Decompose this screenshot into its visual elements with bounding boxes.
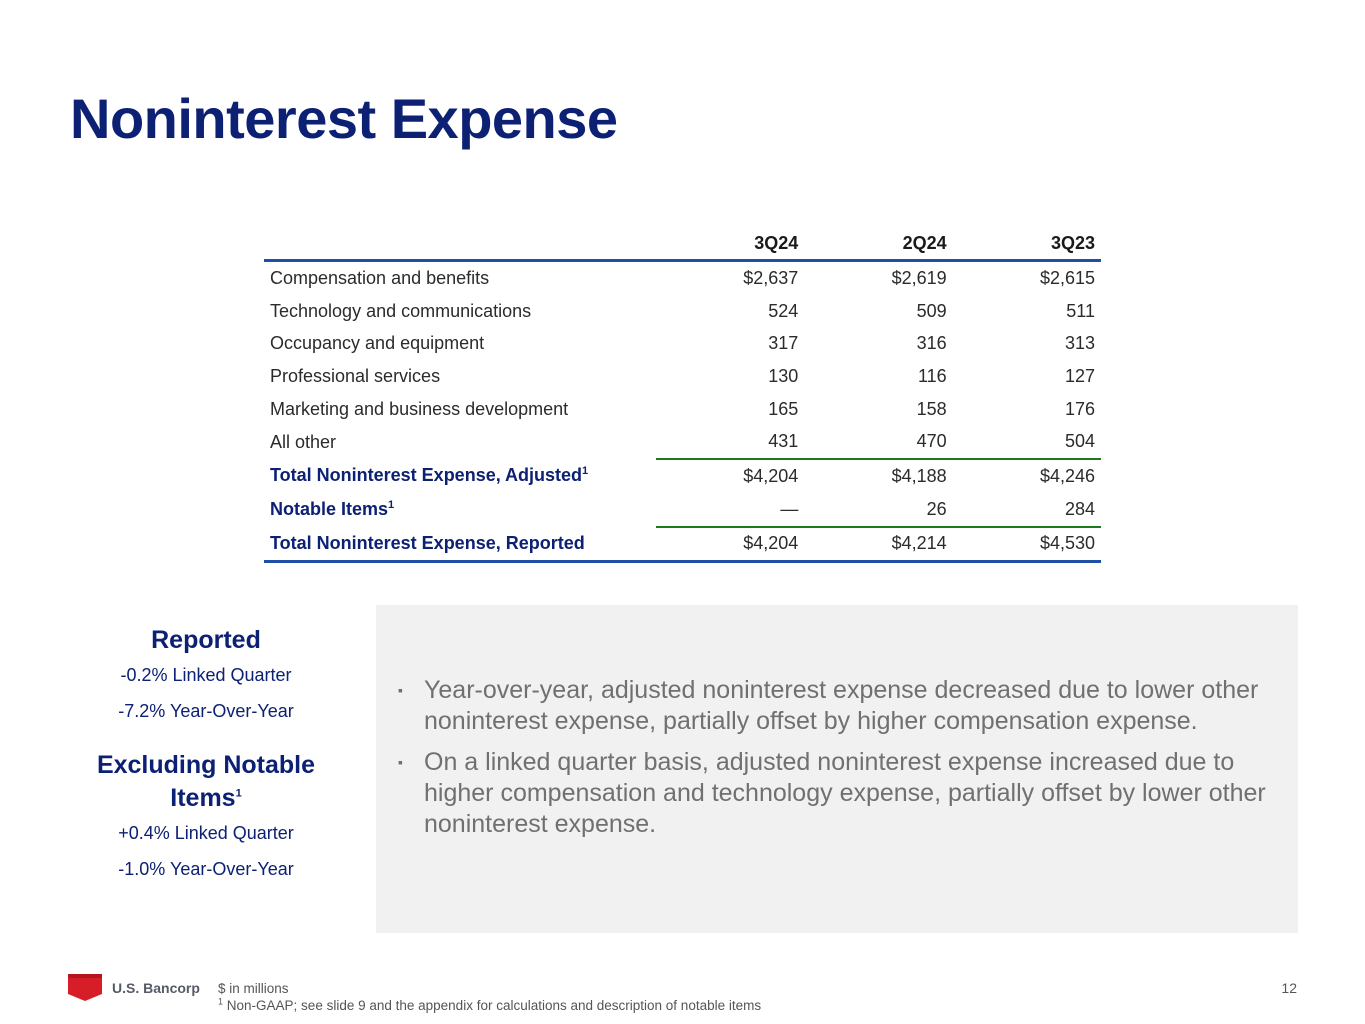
cell-value: 26: [926, 498, 947, 519]
row-label: Compensation and benefits: [270, 267, 490, 288]
cell-value: 130: [768, 365, 799, 386]
cell-value: 316: [916, 333, 947, 354]
company-logo: U.S. Bancorp: [68, 972, 208, 1004]
excluding-year-over-year: -1.0% Year-Over-Year: [118, 859, 294, 879]
cell-value: $4,246: [952, 458, 1101, 493]
cell-value: 284: [1064, 498, 1095, 519]
column-header: 2Q24: [804, 228, 953, 262]
cell-value: $4,204: [656, 525, 805, 564]
footnote-nongaap: 1 Non-GAAP; see slide 9 and the appendix…: [218, 997, 761, 1014]
table-row: Technology and communications 524 509 51…: [264, 295, 1101, 328]
cell-value: 431: [768, 431, 799, 452]
page-number: 12: [1281, 980, 1297, 996]
table-header-label: [264, 228, 656, 262]
excluding-heading: Excluding Notable Items1: [80, 749, 332, 815]
column-header: 3Q23: [952, 228, 1101, 262]
list-item: ▪ On a linked quarter basis, adjusted non…: [396, 747, 1286, 840]
table-row: Compensation and benefits $2,637 $2,619 …: [264, 261, 1101, 295]
commentary-list: ▪ Year-over-year, adjusted noninterest ex…: [396, 675, 1286, 850]
table-row: All other 431 470 504: [264, 425, 1101, 459]
footnote-text: Non-GAAP; see slide 9 and the appendix f…: [226, 998, 762, 1013]
excluding-linked-quarter: +0.4% Linked Quarter: [118, 823, 294, 843]
row-label: Total Noninterest Expense, Reported: [264, 526, 656, 564]
bullet-icon: ▪: [398, 682, 403, 698]
cell-value: 127: [1064, 365, 1095, 386]
row-label: Notable Items1: [264, 493, 656, 527]
bullet-text: On a linked quarter basis, adjusted noni…: [424, 748, 1266, 838]
cell-value: 504: [1064, 431, 1095, 452]
cell-value: 509: [916, 300, 947, 321]
cell-value: —: [780, 498, 799, 519]
cell-value: 524: [768, 300, 799, 321]
cell-value: 116: [917, 365, 947, 386]
cell-value: $4,188: [804, 458, 953, 493]
cell-value: 317: [768, 333, 799, 354]
footnote-units: $ in millions: [218, 981, 289, 996]
cell-value: $4,214: [804, 525, 953, 564]
cell-value: 176: [1064, 398, 1095, 419]
table-row: Occupancy and equipment 317 316 313: [264, 327, 1101, 360]
bullet-text: Year-over-year, adjusted noninterest exp…: [424, 676, 1259, 735]
cell-value: 165: [768, 398, 799, 419]
table-row-total: Total Noninterest Expense, Reported $4,2…: [264, 525, 1101, 564]
bullet-icon: ▪: [398, 754, 403, 770]
reported-year-over-year: -7.2% Year-Over-Year: [118, 701, 294, 721]
row-label: Marketing and business development: [270, 398, 569, 419]
footnotes: $ in millions 1 Non-GAAP; see slide 9 an…: [218, 980, 761, 1014]
cell-value: $2,637: [743, 267, 799, 288]
table-header-row: 3Q24 2Q24 3Q23: [264, 228, 1101, 262]
logo-text: U.S. Bancorp: [112, 980, 200, 996]
cell-value: 313: [1064, 333, 1095, 354]
cell-value: 158: [916, 398, 947, 419]
table-row: Professional services 130 116 127: [264, 360, 1101, 393]
footnote-marker: 1: [582, 465, 589, 478]
row-label: All other: [270, 431, 337, 452]
excluding-heading-text: Excluding Notable Items: [96, 751, 316, 812]
reported-linked-quarter: -0.2% Linked Quarter: [120, 665, 292, 685]
row-label: Occupancy and equipment: [270, 333, 485, 354]
reported-heading: Reported: [151, 626, 261, 654]
row-label-text: Total Noninterest Expense, Adjusted: [270, 465, 583, 486]
table-row-subtotal: Total Noninterest Expense, Adjusted1 $4,…: [264, 458, 1101, 493]
row-label: Professional services: [270, 365, 441, 386]
footnote-marker: 1: [235, 787, 242, 800]
shield-logo-icon: [68, 974, 102, 1001]
column-header: 3Q24: [656, 228, 805, 262]
expense-table: 3Q24 2Q24 3Q23 Compensation and benefits…: [264, 228, 1101, 564]
commentary-panel: ▪ Year-over-year, adjusted noninterest ex…: [376, 605, 1298, 933]
footnote-marker: 1: [388, 499, 395, 512]
cell-value: $2,615: [1039, 267, 1095, 288]
cell-value: $2,619: [891, 267, 947, 288]
row-label-text: Notable Items: [270, 499, 389, 520]
row-label: Total Noninterest Expense, Adjusted1: [264, 459, 656, 493]
cell-value: $4,204: [656, 458, 805, 493]
cell-value: 470: [916, 431, 947, 452]
list-item: ▪ Year-over-year, adjusted noninterest ex…: [396, 675, 1286, 737]
page-title: Noninterest Expense: [70, 87, 618, 150]
table-row: Marketing and business development 165 1…: [264, 393, 1101, 426]
footnote-marker: 1: [218, 996, 224, 1007]
cell-value: $4,530: [952, 525, 1101, 564]
table-row-notable: Notable Items1 — 26 284: [264, 493, 1101, 527]
row-label: Technology and communications: [270, 300, 532, 321]
growth-metrics: Reported -0.2% Linked Quarter -7.2% Year…: [80, 624, 332, 887]
cell-value: 511: [1066, 300, 1095, 321]
